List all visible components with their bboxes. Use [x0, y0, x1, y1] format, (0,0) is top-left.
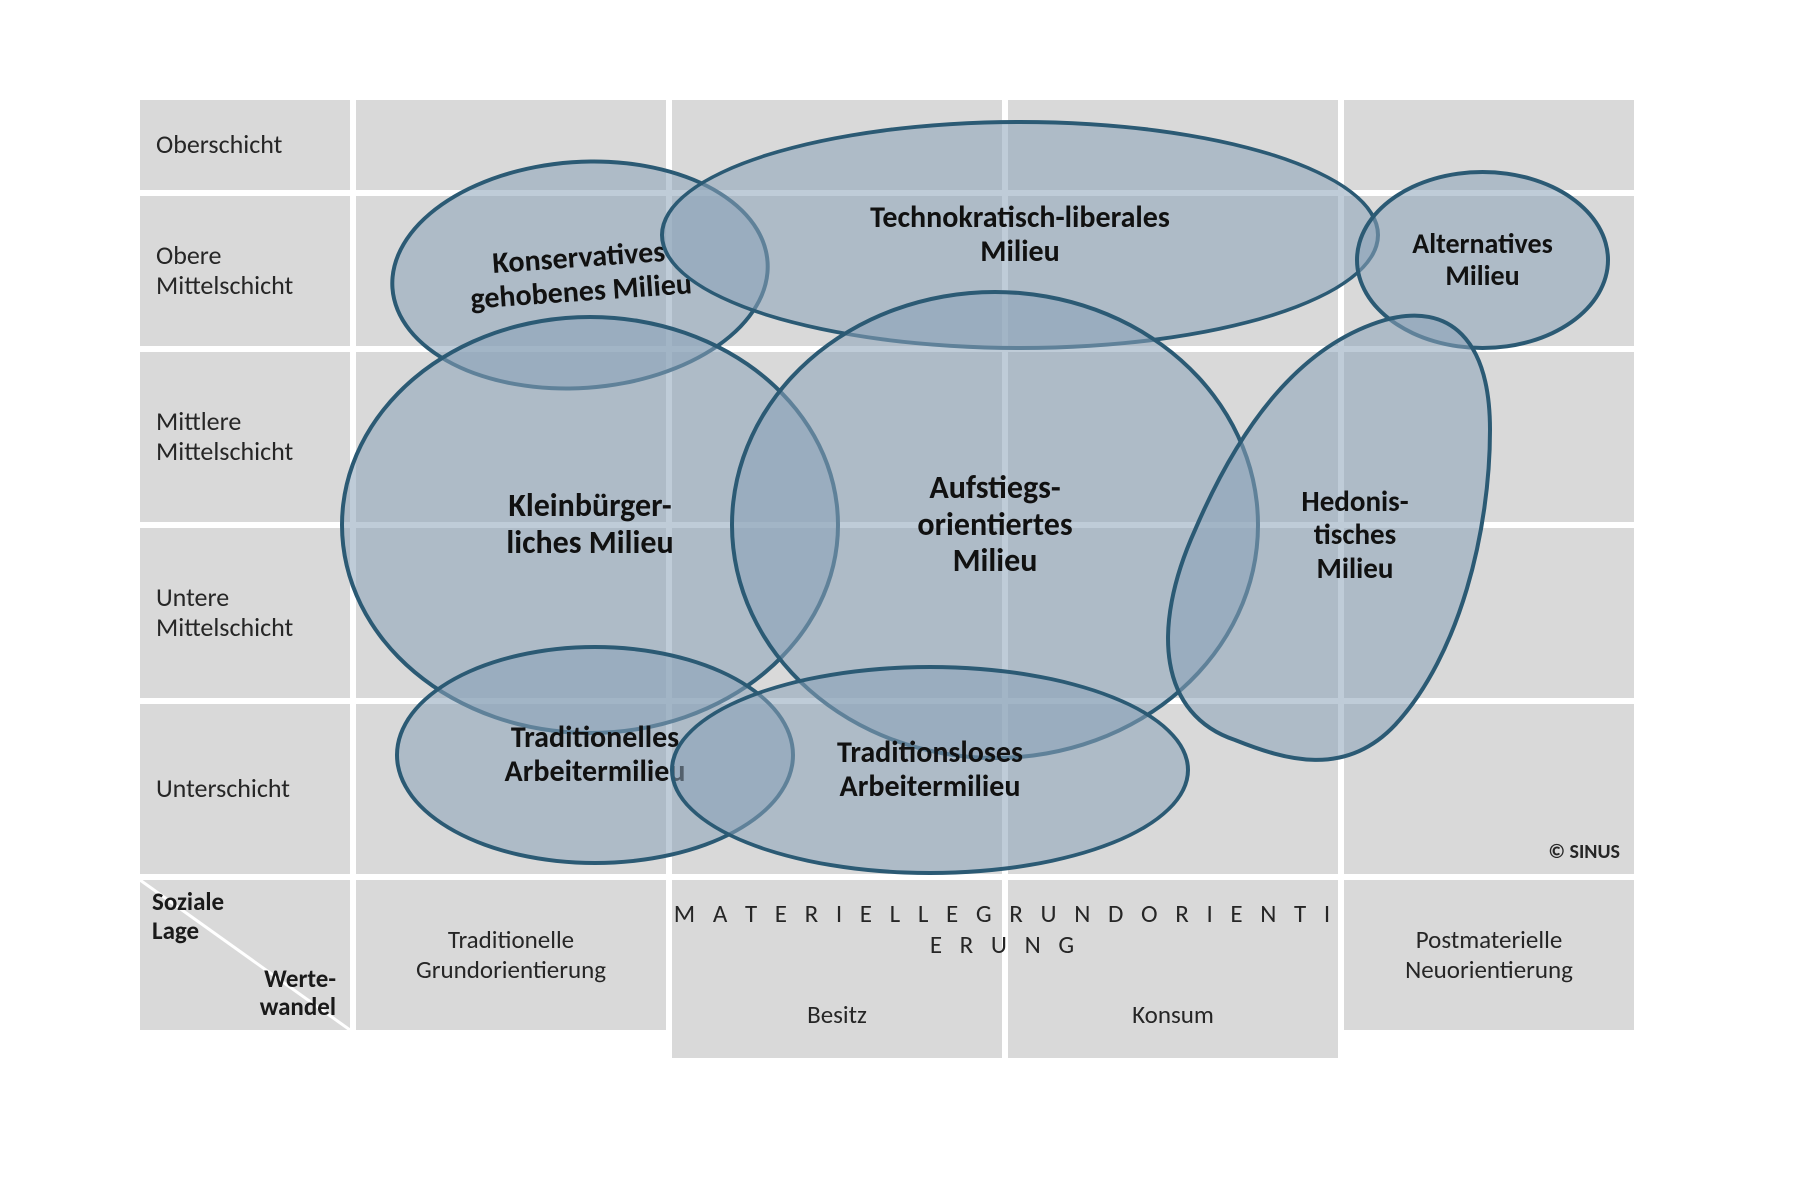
milieu-label: Traditionsloses Arbeitermilieu: [837, 736, 1023, 805]
milieu-chart: OberschichtObere MittelschichtMittlere M…: [140, 100, 1620, 1080]
milieu-tradlos_arbeiter: Traditionsloses Arbeitermilieu: [670, 665, 1190, 875]
milieu-label: Traditionelles Arbeitermilieu: [505, 721, 686, 790]
milieu-label: Hedonis- tisches Milieu: [1255, 460, 1455, 610]
